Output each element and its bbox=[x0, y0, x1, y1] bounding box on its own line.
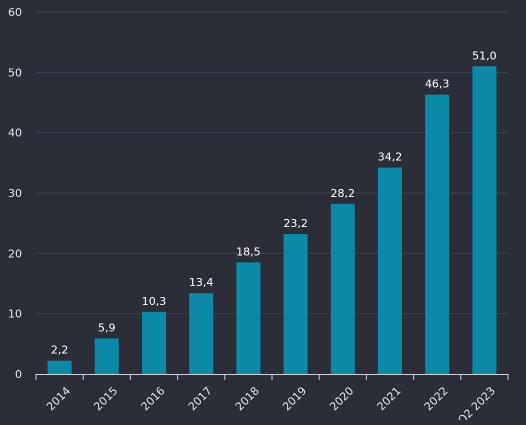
y-axis-ticks: 0 10 20 30 40 50 60 bbox=[8, 6, 22, 381]
bar-2015 bbox=[94, 338, 119, 374]
data-label-2015: 5,9 bbox=[98, 321, 116, 334]
x-tick-label-2018: 2018 bbox=[233, 384, 262, 413]
x-tick-label-2015: 2015 bbox=[91, 384, 120, 413]
y-tick-label-60: 60 bbox=[8, 6, 22, 19]
data-label-2019: 23,2 bbox=[283, 217, 308, 230]
x-tick-label-q2-2023: Q2 2023 bbox=[455, 384, 498, 420]
bar-q2-2023 bbox=[472, 66, 497, 375]
bar-2020 bbox=[330, 203, 355, 374]
data-label-2021: 34,2 bbox=[378, 151, 403, 164]
x-tick-label-2016: 2016 bbox=[139, 384, 168, 413]
data-label-2018: 18,5 bbox=[236, 245, 261, 258]
x-tick-label-2021: 2021 bbox=[375, 384, 404, 413]
y-tick-label-0: 0 bbox=[15, 368, 22, 381]
data-label-2017: 13,4 bbox=[189, 276, 214, 289]
y-tick-label-30: 30 bbox=[8, 187, 22, 200]
x-axis: 2014 2015 2016 2017 2018 2019 2020 2021 2022 Q2 2… bbox=[35, 374, 509, 425]
x-tick-label-2017: 2017 bbox=[186, 384, 215, 413]
x-tick-label-2022: 2022 bbox=[422, 384, 451, 413]
y-tick-label-50: 50 bbox=[8, 66, 22, 79]
bar-2018 bbox=[236, 262, 261, 374]
bar-2021 bbox=[378, 167, 402, 374]
bar-2014 bbox=[47, 360, 72, 374]
x-tick-label-2014: 2014 bbox=[44, 384, 73, 413]
x-tick-label-2020: 2020 bbox=[327, 384, 356, 413]
y-tick-label-40: 40 bbox=[8, 127, 22, 140]
data-label-q2-2023: 51,0 bbox=[472, 49, 497, 62]
data-label-2020: 28,2 bbox=[331, 187, 356, 200]
data-labels-layer: 2,2 5,9 10,3 13,4 18,5 23,2 28,2 34,2 46,3 51,0 bbox=[51, 49, 497, 356]
bar-2022 bbox=[425, 94, 450, 374]
data-label-2022: 46,3 bbox=[425, 78, 450, 91]
bars-layer bbox=[47, 66, 497, 375]
y-tick-label-20: 20 bbox=[8, 247, 22, 260]
data-label-2014: 2,2 bbox=[51, 344, 69, 357]
x-tick-label-2019: 2019 bbox=[280, 384, 309, 413]
data-label-2016: 10,3 bbox=[142, 295, 167, 308]
y-tick-label-10: 10 bbox=[8, 308, 22, 321]
bar-2017 bbox=[189, 293, 214, 374]
bar-2019 bbox=[283, 234, 308, 374]
bar-2016 bbox=[142, 311, 166, 374]
